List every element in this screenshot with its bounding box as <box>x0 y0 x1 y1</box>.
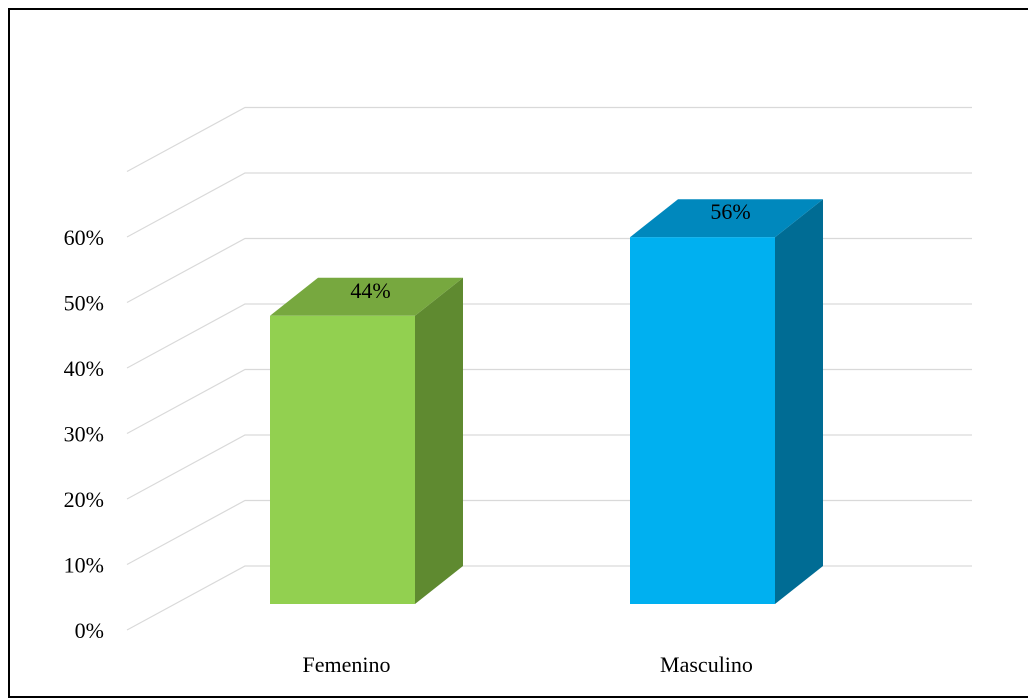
gridline-40 <box>126 303 972 369</box>
grid-layer <box>126 106 972 631</box>
bar-side-femenino <box>415 277 463 604</box>
category-label-femenino: Femenino <box>303 652 391 677</box>
y-tick-label-30: 30% <box>64 422 104 447</box>
data-label-femenino: 44% <box>350 278 390 303</box>
bar-masculino <box>630 199 823 604</box>
y-tick-label-10: 10% <box>64 553 104 578</box>
y-tick-label-50: 50% <box>64 291 104 316</box>
data-label-masculino: 56% <box>710 199 750 224</box>
category-label-masculino: Masculino <box>660 652 753 677</box>
bar-front-femenino <box>270 315 415 604</box>
gridline-70 <box>126 106 972 173</box>
bar-side-masculino <box>775 199 823 604</box>
bar-femenino <box>270 277 463 604</box>
gridline-20 <box>126 434 972 500</box>
gridline-30 <box>126 368 972 435</box>
y-tick-label-40: 40% <box>64 356 104 381</box>
y-tick-label-0: 0% <box>75 618 104 643</box>
y-tick-label-60: 60% <box>64 225 104 250</box>
chart-frame <box>8 8 1028 698</box>
gridline-60 <box>126 172 972 238</box>
bar-top-masculino <box>630 199 823 238</box>
bar-front-masculino <box>630 237 775 604</box>
bars-layer <box>270 199 823 604</box>
gridline-0 <box>126 565 972 631</box>
bar-top-femenino <box>270 277 463 316</box>
y-tick-label-20: 20% <box>64 487 104 512</box>
labels-layer: 0% 10% 20% 30% 40% 50% 60% 44% Femenino 56% Mascul… <box>64 199 753 677</box>
gridline-50 <box>126 237 972 304</box>
gridline-10 <box>126 499 972 566</box>
